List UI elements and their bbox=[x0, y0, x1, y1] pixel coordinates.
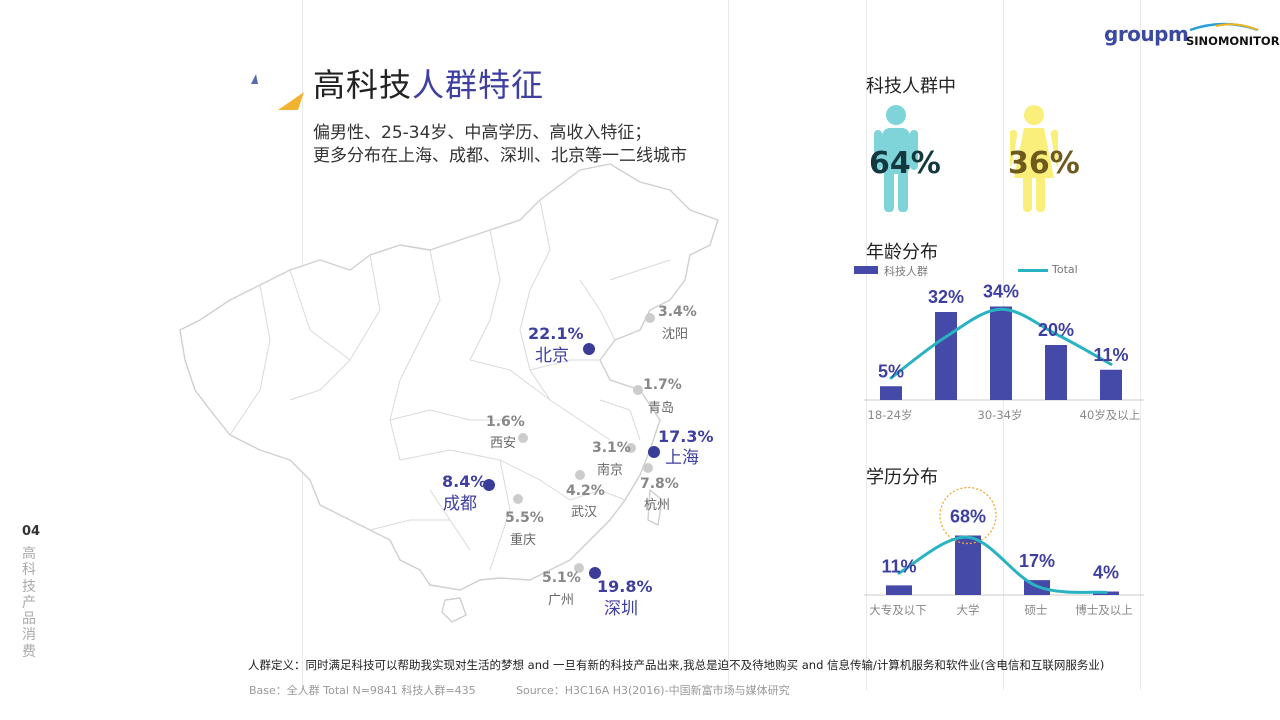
gender-heading: 科技人群中 bbox=[866, 76, 956, 97]
value-label-3: 4% bbox=[1093, 563, 1119, 583]
grid-line bbox=[1140, 0, 1141, 690]
edu-chart: 11% 68% 17% 4% 大专及以下 大学 硕士 博士及以上 bbox=[864, 486, 1144, 617]
city-name: 北京 bbox=[535, 346, 569, 366]
city-name: 杭州 bbox=[644, 498, 671, 513]
city-dot-5 bbox=[633, 385, 643, 395]
page-number: 04 bbox=[22, 524, 41, 539]
city-percent: 17.3% bbox=[658, 427, 714, 446]
female-percent: 36% bbox=[1008, 146, 1080, 181]
legend-line-label: Total bbox=[1052, 263, 1078, 276]
city-percent: 7.8% bbox=[640, 476, 679, 492]
city-percent: 1.6% bbox=[486, 414, 525, 430]
bar-3 bbox=[1045, 345, 1067, 400]
bar-0 bbox=[880, 386, 902, 400]
bar-2 bbox=[990, 306, 1012, 400]
city-percent: 3.4% bbox=[658, 304, 697, 320]
city-name: 南京 bbox=[597, 463, 624, 478]
city-percent: 19.8% bbox=[597, 577, 653, 596]
city-name: 深圳 bbox=[604, 599, 638, 619]
city-dot-7 bbox=[626, 443, 636, 453]
city-percent: 3.1% bbox=[592, 440, 631, 456]
source-note: Source：H3C16A H3(2016)-中国新富市场与媒体研究 bbox=[516, 684, 790, 697]
tick-label-0: 大专及以下 bbox=[869, 603, 927, 617]
value-label-4: 11% bbox=[1093, 345, 1128, 365]
groupm-logo: groupm bbox=[1104, 22, 1189, 46]
city-dot-1 bbox=[648, 446, 660, 458]
city-dot-0 bbox=[583, 343, 595, 355]
tick-label-1: 30-34岁 bbox=[978, 408, 1023, 422]
value-label-2: 34% bbox=[983, 282, 1019, 302]
city-percent: 4.2% bbox=[566, 483, 605, 499]
sinomonitor-logo: SINOMONITOR bbox=[1186, 16, 1280, 48]
city-name: 广州 bbox=[548, 593, 575, 608]
city-name: 成都 bbox=[443, 494, 477, 514]
subtitle-line-2: 更多分布在上海、成都、深圳、北京等一二线城市 bbox=[313, 146, 687, 166]
male-figure-icon bbox=[874, 105, 918, 212]
grid-line bbox=[728, 0, 729, 690]
bar-1 bbox=[955, 535, 981, 595]
age-chart-title: 年龄分布 bbox=[866, 242, 938, 263]
total-line bbox=[889, 307, 1113, 380]
value-label-1: 68% bbox=[950, 507, 986, 527]
city-percent: 8.4% bbox=[442, 472, 487, 491]
city-name: 沈阳 bbox=[662, 327, 689, 342]
bar-4 bbox=[1100, 369, 1122, 400]
city-name: 上海 bbox=[665, 448, 699, 468]
city-percent: 5.5% bbox=[505, 510, 544, 526]
age-chart: 5% 32% 34% 20% 11% 18-24岁 30-34岁 40岁及以上 bbox=[864, 282, 1144, 422]
value-label-0: 11% bbox=[881, 556, 916, 576]
value-label-2: 17% bbox=[1019, 551, 1055, 571]
legend-bar-swatch bbox=[854, 266, 878, 274]
total-line bbox=[897, 535, 1108, 594]
female-figure-icon bbox=[1010, 105, 1058, 212]
city-dot-9 bbox=[575, 470, 585, 480]
value-label-0: 5% bbox=[878, 361, 904, 381]
city-percent: 22.1% bbox=[528, 324, 584, 343]
city-dot-8 bbox=[643, 463, 653, 473]
city-dot-10 bbox=[513, 494, 523, 504]
city-dot-4 bbox=[645, 313, 655, 323]
city-name: 西安 bbox=[490, 436, 517, 451]
decor-triangles bbox=[251, 74, 304, 110]
bar-0 bbox=[886, 585, 912, 595]
tick-label-2: 硕士 bbox=[1025, 603, 1048, 617]
logo-arc-icon bbox=[1189, 22, 1259, 32]
city-percent: 5.1% bbox=[542, 570, 581, 586]
edu-chart-title: 学历分布 bbox=[866, 467, 938, 488]
china-map bbox=[179, 163, 719, 623]
tick-label-0: 18-24岁 bbox=[868, 408, 913, 422]
city-dot-6 bbox=[518, 433, 528, 443]
value-label-1: 32% bbox=[928, 287, 964, 307]
city-percent: 1.7% bbox=[643, 377, 682, 393]
tick-label-1: 大学 bbox=[957, 603, 980, 617]
city-dot-11 bbox=[574, 563, 584, 573]
city-name: 青岛 bbox=[648, 401, 675, 416]
page-title: 高科技人群特征 bbox=[313, 66, 545, 104]
city-name: 武汉 bbox=[571, 505, 598, 520]
city-name: 重庆 bbox=[510, 533, 537, 548]
city-dot-3 bbox=[589, 567, 601, 579]
legend-line-swatch bbox=[1018, 269, 1048, 272]
subtitle-line-1: 偏男性、25-34岁、中高学历、高收入特征； bbox=[313, 123, 652, 143]
highlight-circle bbox=[939, 486, 997, 545]
city-dot-2 bbox=[483, 479, 495, 491]
section-label: 高科技产品消费 bbox=[22, 546, 36, 660]
male-percent: 64% bbox=[869, 146, 941, 181]
grid-line bbox=[866, 0, 867, 690]
bar-1 bbox=[935, 312, 957, 400]
base-note: Base：全人群 Total N=9841 科技人群=435 bbox=[249, 684, 476, 697]
tick-label-3: 博士及以上 bbox=[1075, 603, 1133, 617]
value-label-3: 20% bbox=[1038, 320, 1074, 340]
legend-bar-label: 科技人群 bbox=[884, 265, 928, 278]
tick-label-2: 40岁及以上 bbox=[1080, 408, 1141, 422]
definition-note: 人群定义：同时满足科技可以帮助我实现对生活的梦想 and 一旦有新的科技产品出来… bbox=[248, 658, 1105, 672]
